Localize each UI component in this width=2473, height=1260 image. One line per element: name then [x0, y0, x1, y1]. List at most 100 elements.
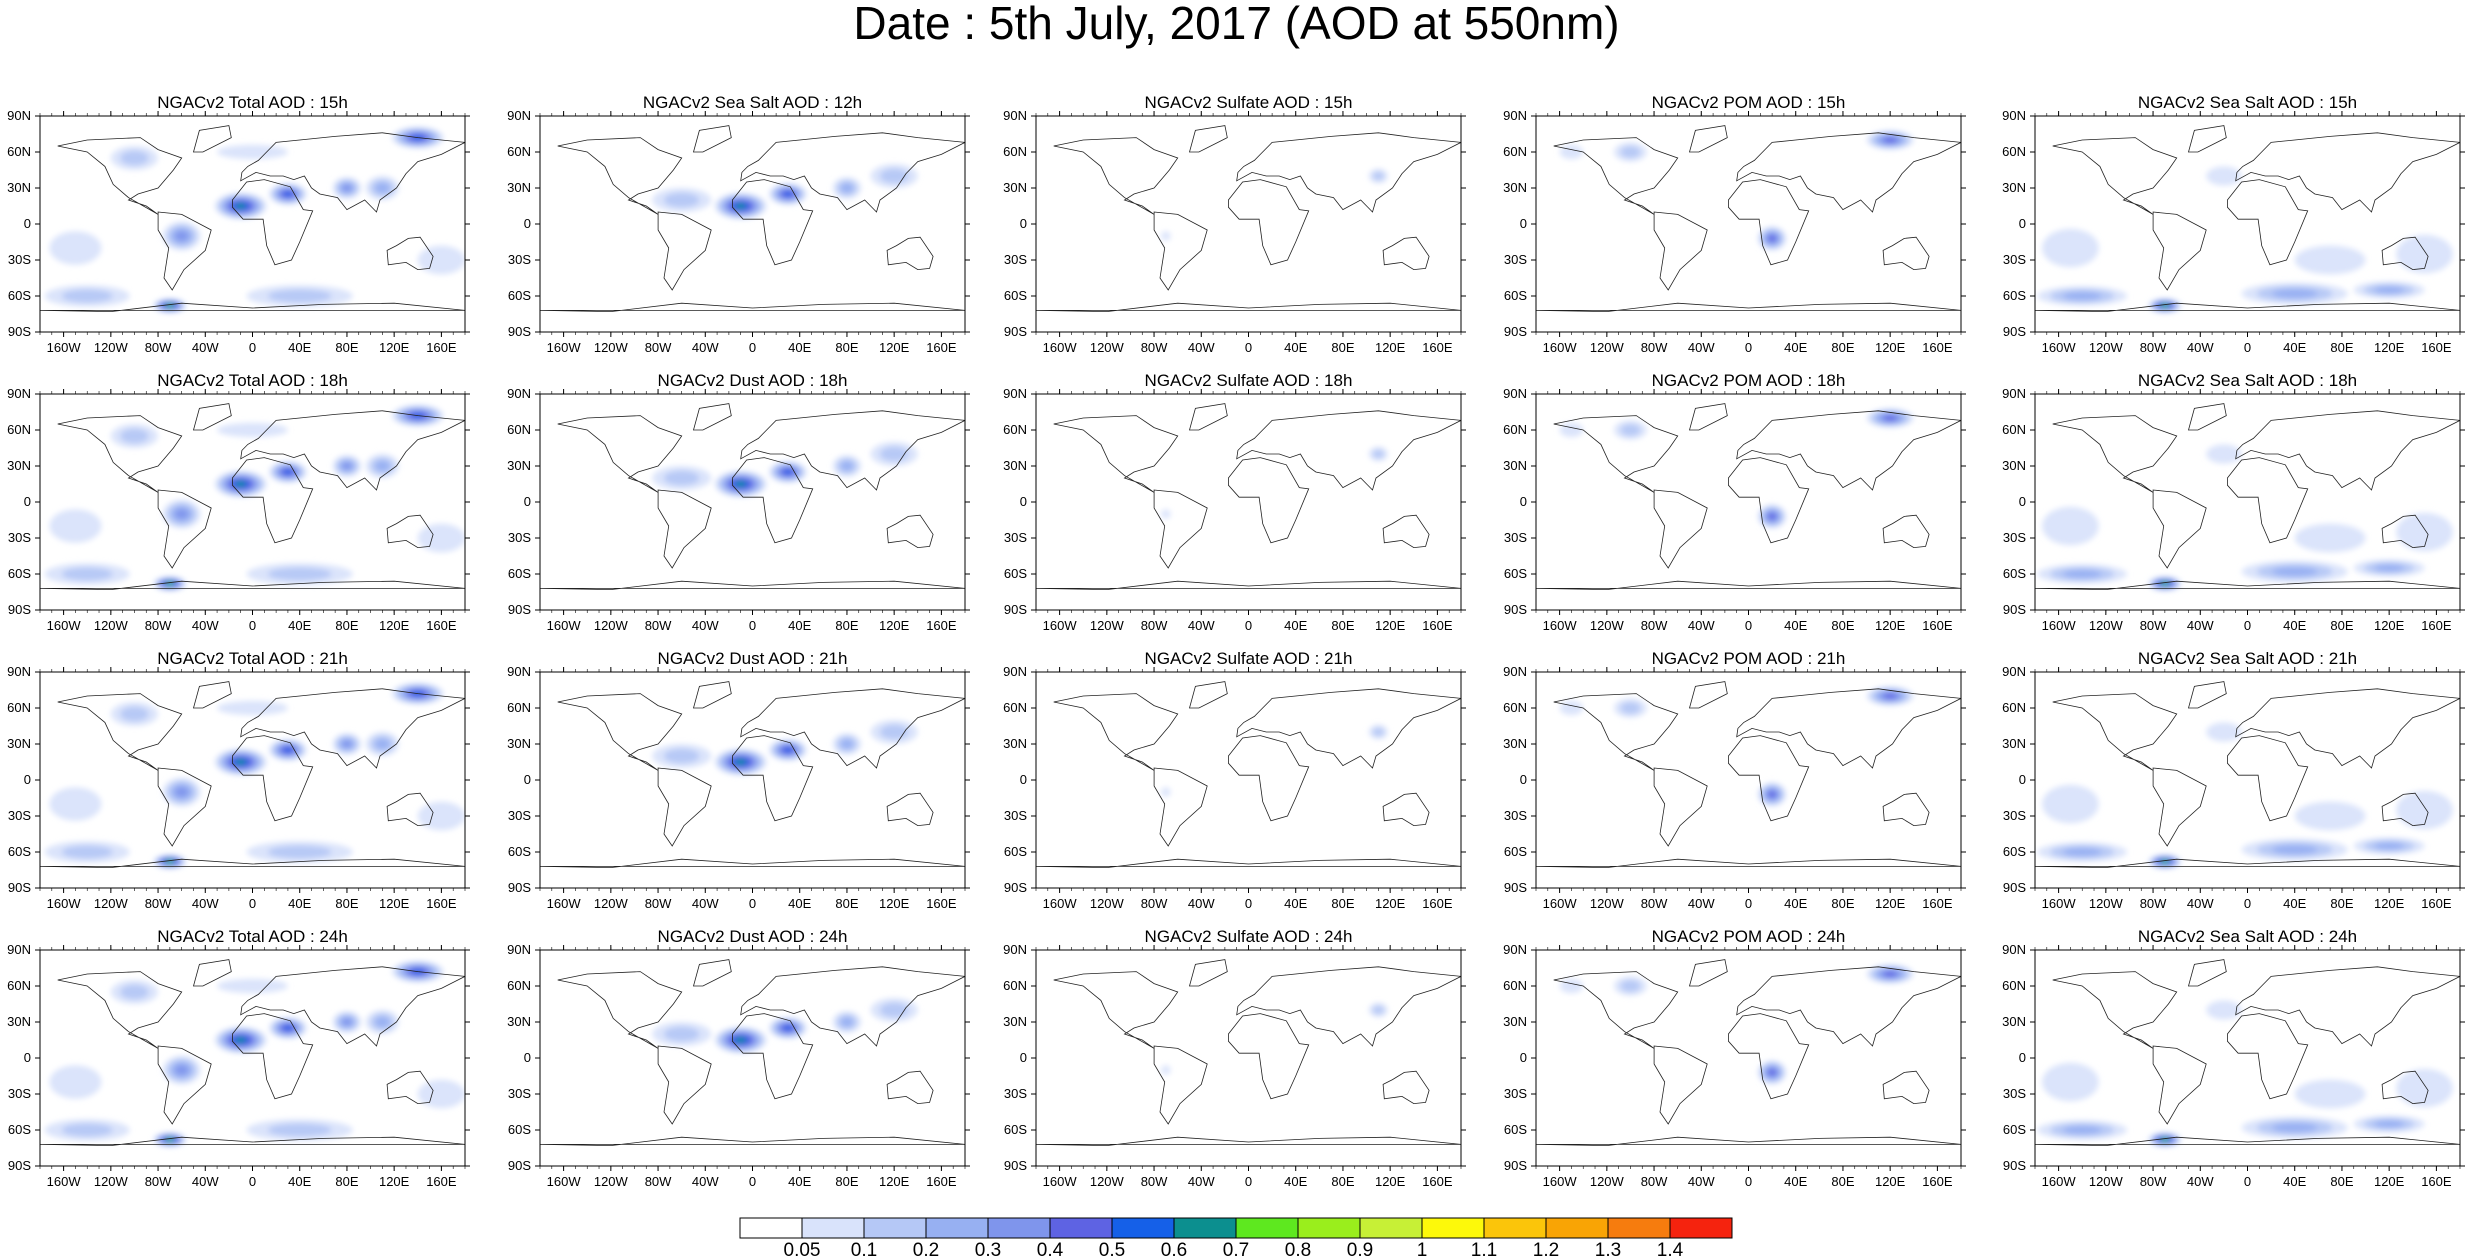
lat-tick-label: 90S — [1504, 880, 1527, 895]
lon-tick-label: 80W — [645, 896, 672, 911]
coastline — [2235, 132, 2460, 213]
lat-tick-label: 30N — [7, 458, 31, 473]
lat-tick-label: 90S — [1004, 1158, 1027, 1173]
lon-tick-label: 40W — [2187, 896, 2214, 911]
aod-plume — [2271, 288, 2318, 299]
aod-plume — [1883, 137, 1897, 143]
aod-plume — [175, 1065, 188, 1075]
lat-tick-label: 30S — [2003, 252, 2026, 267]
lon-tick-label: 120W — [594, 340, 629, 355]
map-plot: 160W 120W 80W 40W 0 40E 80E 120E 160E 90N 60N 30N 0 3… — [1503, 386, 1966, 633]
lon-tick-label: 40E — [1284, 618, 1307, 633]
aod-plume — [342, 740, 352, 748]
coastline — [2035, 302, 2460, 313]
lon-tick-label: 40E — [288, 340, 311, 355]
aod-plume — [49, 1065, 102, 1099]
lon-tick-label: 80W — [1641, 1174, 1668, 1189]
lat-tick-label: 60N — [1503, 422, 1527, 437]
lon-tick-label: 80W — [2140, 1174, 2167, 1189]
aod-plume — [2042, 1062, 2099, 1102]
lat-tick-label: 30N — [2002, 180, 2026, 195]
coastline — [692, 681, 732, 709]
coastline — [1688, 403, 1728, 431]
lon-tick-label: 160E — [1422, 340, 1453, 355]
lat-tick-label: 30N — [1503, 736, 1527, 751]
lon-tick-label: 80W — [645, 340, 672, 355]
aod-plume — [217, 144, 288, 160]
aod-plume — [663, 192, 700, 208]
lon-tick-label: 160W — [47, 1174, 82, 1189]
lat-tick-label: 30N — [7, 736, 31, 751]
lat-tick-label: 60S — [1004, 566, 1027, 581]
aod-plume — [840, 1017, 854, 1027]
lon-tick-label: 0 — [1245, 618, 1252, 633]
map-panel-pom-15h: NGACv2 POM AOD : 15h 160W 120W 80W 40W 0 40E 80… — [1496, 94, 1974, 366]
lat-tick-label: 30N — [507, 180, 531, 195]
aod-field — [1161, 168, 1388, 241]
lat-tick-label: 60N — [1003, 700, 1027, 715]
coastline — [1882, 236, 1930, 271]
map-plot: 160W 120W 80W 40W 0 40E 80E 120E 160E 90N 60N 30N 0 3… — [507, 108, 970, 355]
lat-tick-label: 30S — [2003, 1086, 2026, 1101]
lon-tick-label: 120E — [379, 1174, 410, 1189]
aod-plume — [2294, 1079, 2366, 1109]
lat-tick-label: 90N — [1503, 664, 1527, 679]
lat-tick-label: 60S — [1504, 566, 1527, 581]
coastline — [540, 1136, 965, 1147]
lon-tick-label: 40E — [2283, 1174, 2306, 1189]
coastline — [2052, 693, 2178, 771]
lat-tick-label: 60N — [7, 422, 31, 437]
aod-plume — [840, 739, 854, 749]
coastline — [1236, 688, 1461, 769]
lat-tick-label: 30S — [8, 530, 31, 545]
colorbar-bin — [1607, 1217, 1671, 1239]
coastline — [557, 971, 683, 1049]
lat-tick-label: 0 — [24, 772, 31, 787]
lon-tick-label: 120E — [879, 340, 910, 355]
lon-tick-label: 40W — [1688, 1174, 1715, 1189]
lat-tick-label: 60S — [508, 1122, 531, 1137]
panel-title: NGACv2 Sulfate AOD : 15h — [1144, 93, 1353, 112]
lon-tick-label: 120W — [1090, 1174, 1125, 1189]
lat-tick-label: 60N — [2002, 144, 2026, 159]
aod-plume — [880, 168, 909, 184]
map-panel-dust-18h: NGACv2 Dust AOD : 18h 160W 120W 80W 40W 0 40E 8… — [500, 372, 978, 644]
lat-tick-label: 90S — [508, 880, 531, 895]
coastline — [386, 236, 434, 271]
lon-tick-label: 40W — [692, 1174, 719, 1189]
lon-tick-label: 160E — [926, 618, 957, 633]
lat-tick-label: 30S — [508, 1086, 531, 1101]
lon-tick-label: 0 — [1745, 340, 1752, 355]
coastline — [557, 137, 683, 215]
panel-title: NGACv2 Sea Salt AOD : 21h — [2137, 649, 2358, 668]
lon-tick-label: 160E — [1922, 896, 1953, 911]
coastline — [2226, 457, 2309, 544]
coastline — [886, 1070, 934, 1105]
coastline — [740, 132, 965, 213]
lat-tick-label: 30S — [508, 530, 531, 545]
panel-title: NGACv2 Sulfate AOD : 21h — [1144, 649, 1353, 668]
lon-tick-label: 80W — [145, 618, 172, 633]
lon-tick-label: 40E — [1784, 1174, 1807, 1189]
panel-title: NGACv2 Sea Salt AOD : 18h — [2137, 371, 2358, 390]
lon-tick-label: 120W — [94, 896, 129, 911]
coastline — [540, 580, 965, 591]
coastline — [157, 1045, 212, 1125]
lon-tick-label: 40W — [192, 618, 219, 633]
aod-plume — [783, 191, 793, 197]
coastline — [1882, 1070, 1930, 1105]
lon-tick-label: 120W — [594, 1174, 629, 1189]
aod-plume — [735, 759, 746, 765]
coastline — [1727, 735, 1810, 822]
colorbar-label: 1 — [1417, 1240, 1428, 1260]
lat-tick-label: 0 — [1020, 494, 1027, 509]
coastline — [157, 767, 212, 847]
aod-field — [44, 960, 465, 1147]
colorbar-bin — [739, 1217, 803, 1239]
panel-title: NGACv2 Dust AOD : 21h — [657, 649, 848, 668]
map-panel-total-18h: NGACv2 Total AOD : 18h 160W 120W 80W 40W 0 40E… — [0, 372, 478, 644]
lon-tick-label: 0 — [2244, 1174, 2251, 1189]
coastline — [2052, 971, 2178, 1049]
lon-tick-label: 80E — [1831, 618, 1854, 633]
coastline — [192, 125, 232, 153]
